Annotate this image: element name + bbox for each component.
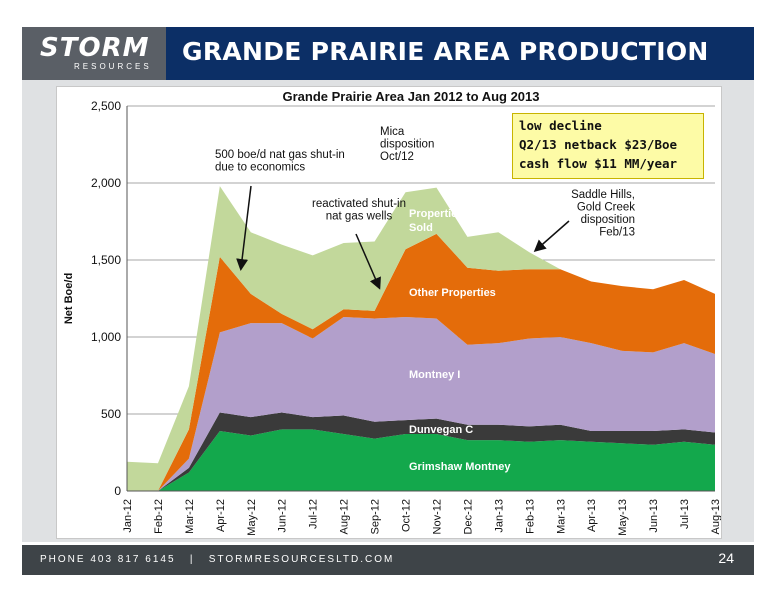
area-grimshaw-montney xyxy=(127,429,715,491)
callout-line-1: low decline xyxy=(519,118,602,133)
area-montney-i xyxy=(127,316,715,491)
footer-phone: PHONE 403 817 6145 xyxy=(40,554,176,565)
y-tick-label: 500 xyxy=(101,407,121,421)
callout-line-2: Q2/13 netback $23/Boe xyxy=(519,137,678,152)
footer-separator: | xyxy=(180,554,205,565)
x-tick-label: Mar-12 xyxy=(184,499,196,534)
callout-line-3: cash flow $11 MM/year xyxy=(519,156,678,171)
logo-subtext: RESOURCES xyxy=(74,62,152,71)
x-tick-label: Dec-12 xyxy=(462,499,474,534)
x-tick-label: Aug-13 xyxy=(710,499,721,534)
area-dunvegan-c xyxy=(127,412,715,491)
x-tick-label: Feb-12 xyxy=(153,499,165,534)
y-tick-label: 2,000 xyxy=(91,176,121,190)
production-chart: 0 500 1,000 1,500 2,000 2,500 Net Boe/d Jan-12 F… xyxy=(63,89,722,536)
x-tick-label: Sep-12 xyxy=(370,499,382,534)
series-label-properties-sold: Properties Sold xyxy=(409,208,463,234)
arrow-reactivated xyxy=(355,233,381,290)
x-tick-label: Feb-13 xyxy=(524,499,536,534)
series-label-other-properties: Other Properties xyxy=(409,287,496,299)
x-tick-label: Jan-12 xyxy=(122,499,134,533)
y-axis-label: Net Boe/d xyxy=(63,273,75,324)
x-tick-label: Jun-12 xyxy=(277,499,289,533)
y-tick-label: 0 xyxy=(114,484,121,498)
y-tick-label: 1,500 xyxy=(91,253,121,267)
x-tick-label: May-12 xyxy=(246,499,258,536)
area-properties-sold xyxy=(127,186,715,491)
highlight-callout: low decline Q2/13 netback $23/Boe cash f… xyxy=(512,113,704,179)
x-tick-label: Jun-13 xyxy=(648,499,660,533)
annotation-saddle-hills: Saddle Hills, Gold Creek disposition Feb/13 xyxy=(571,189,635,239)
y-tick-label: 1,000 xyxy=(91,330,121,344)
arrow-shut-in xyxy=(236,185,252,271)
chart-title: Grande Prairie Area Jan 2012 to Aug 2013 xyxy=(283,89,540,104)
x-tick-label: May-13 xyxy=(617,499,629,536)
y-tick-label: 2,500 xyxy=(91,99,121,113)
series-label-grimshaw-montney: Grimshaw Montney xyxy=(409,461,511,473)
series-label-dunvegan-c: Dunvegan C xyxy=(409,424,473,436)
series-label-montney-i: Montney I xyxy=(409,369,460,381)
page-number: 24 xyxy=(718,550,734,566)
footer-bar: PHONE 403 817 6145 | STORMRESOURCESLTD.C… xyxy=(22,545,754,575)
header-bar: STORM RESOURCES GRANDE PRAIRIE AREA PROD… xyxy=(22,27,754,80)
logo-text: STORM xyxy=(40,33,150,63)
annotation-shut-in: 500 boe/d nat gas shut-in due to economic… xyxy=(215,149,345,174)
x-tick-label: Oct-12 xyxy=(401,499,413,532)
page-title: GRANDE PRAIRIE AREA PRODUCTION xyxy=(182,37,709,66)
footer-contact: PHONE 403 817 6145 | STORMRESOURCESLTD.C… xyxy=(40,554,394,565)
x-tick-label: Apr-12 xyxy=(215,499,227,532)
area-other-properties xyxy=(127,233,715,491)
footer-website: STORMRESOURCESLTD.COM xyxy=(208,554,395,565)
x-tick-label: Apr-13 xyxy=(586,499,598,532)
x-tick-label: Aug-12 xyxy=(339,499,351,534)
annotation-mica: Mica disposition Oct/12 xyxy=(380,126,434,163)
x-tick-label: Jul-13 xyxy=(679,499,691,529)
x-tick-label: Jul-12 xyxy=(308,499,320,529)
annotation-reactivated: reactivated shut-in nat gas wells xyxy=(312,198,406,223)
arrow-saddle-hills xyxy=(533,220,570,252)
logo: STORM RESOURCES xyxy=(22,27,166,80)
x-tick-label: Mar-13 xyxy=(555,499,567,534)
x-tick-label: Jan-13 xyxy=(493,499,505,533)
x-tick-label: Nov-12 xyxy=(431,499,443,534)
